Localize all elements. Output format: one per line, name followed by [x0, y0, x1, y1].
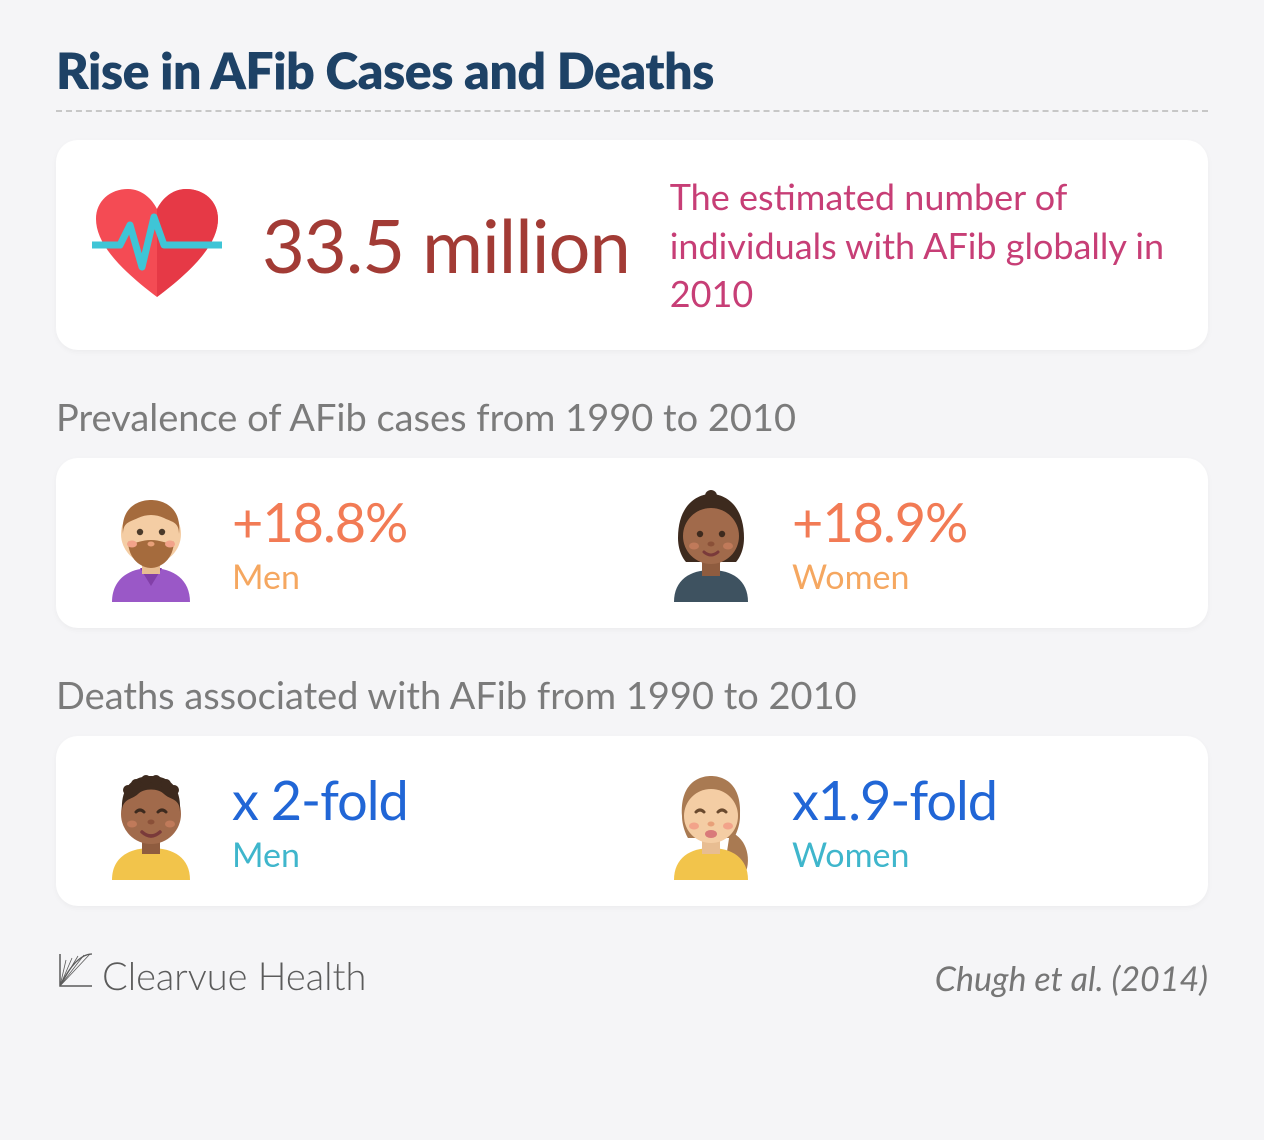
- man-avatar-2-icon: [92, 762, 210, 880]
- man-avatar-icon: [92, 484, 210, 602]
- prevalence-women-value: +18.9%: [792, 489, 967, 554]
- prevalence-women-label: Women: [792, 556, 967, 597]
- title-divider: [56, 110, 1208, 112]
- prevalence-women-block: +18.9% Women: [652, 484, 1172, 602]
- prevalence-men-block: +18.8% Men: [92, 484, 612, 602]
- prevalence-heading: Prevalence of AFib cases from 1990 to 20…: [56, 394, 1208, 440]
- deaths-men-label: Men: [232, 834, 408, 875]
- deaths-women-label: Women: [792, 834, 997, 875]
- citation: Chugh et al. (2014): [935, 958, 1208, 999]
- deaths-heading: Deaths associated with AFib from 1990 to…: [56, 672, 1208, 718]
- hero-description: The estimated number of individuals with…: [670, 172, 1172, 318]
- hero-card: 33.5 million The estimated number of ind…: [56, 140, 1208, 350]
- footer: Clearvue Health Chugh et al. (2014): [56, 950, 1208, 999]
- heart-ecg-icon: [92, 187, 222, 302]
- brand: Clearvue Health: [56, 950, 366, 999]
- deaths-women-block: x1.9-fold Women: [652, 762, 1172, 880]
- hero-value: 33.5 million: [262, 200, 630, 289]
- woman-avatar-icon: [652, 484, 770, 602]
- deaths-women-value: x1.9-fold: [792, 767, 997, 832]
- prevalence-card: +18.8% Men +18.9% Women: [56, 458, 1208, 628]
- deaths-men-value: x 2-fold: [232, 767, 408, 832]
- woman-avatar-2-icon: [652, 762, 770, 880]
- deaths-card: x 2-fold Men x1.9-fold Women: [56, 736, 1208, 906]
- brand-name: Clearvue Health: [102, 953, 366, 999]
- brand-logo-icon: [56, 950, 96, 990]
- deaths-men-block: x 2-fold Men: [92, 762, 612, 880]
- prevalence-men-value: +18.8%: [232, 489, 407, 554]
- prevalence-men-label: Men: [232, 556, 407, 597]
- page-title: Rise in AFib Cases and Deaths: [56, 40, 1208, 100]
